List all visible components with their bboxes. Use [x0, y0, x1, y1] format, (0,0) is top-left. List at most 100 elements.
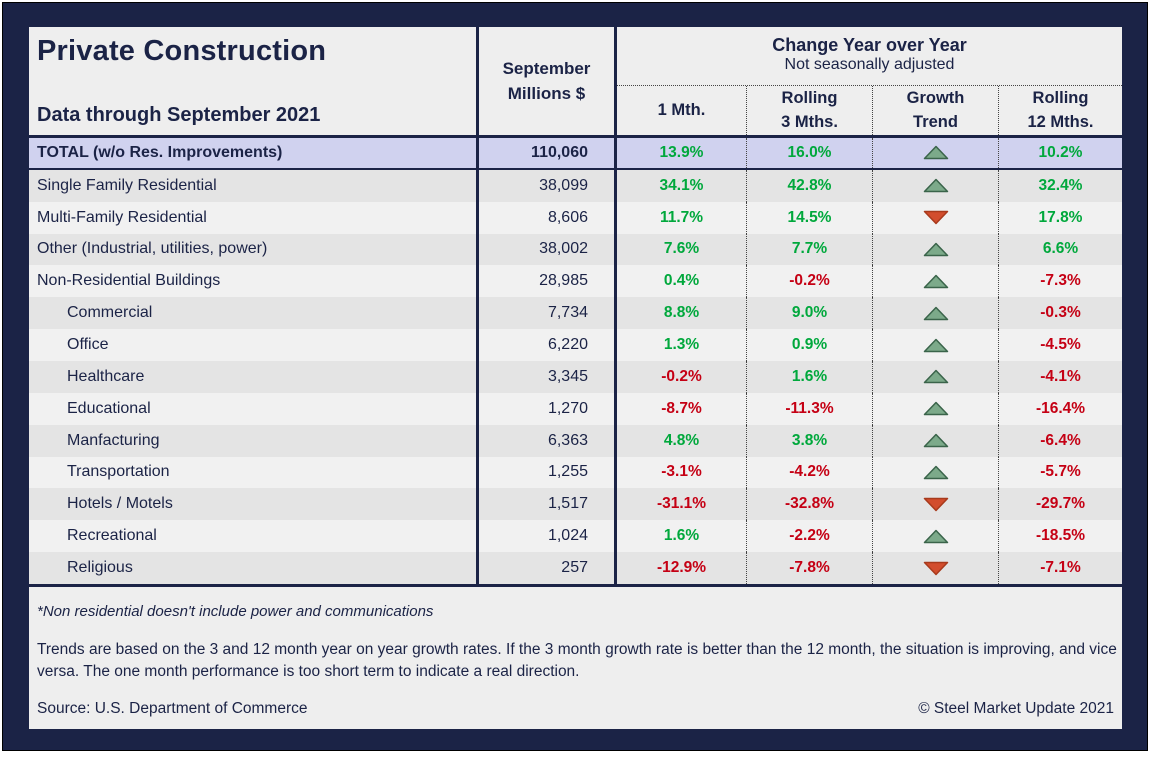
- row-value: 1,270: [479, 392, 617, 425]
- row-label: Manfacturing: [29, 424, 479, 457]
- pct-rolling-3mths: -0.2%: [747, 265, 873, 298]
- pct-rolling-12mths: -16.4%: [1035, 399, 1086, 417]
- change-yoy-subtitle: Not seasonally adjusted: [784, 56, 955, 73]
- pct-1mth: 7.6%: [617, 233, 747, 266]
- row-label: Office: [29, 329, 479, 361]
- change-yoy-title: Change Year over Year: [772, 35, 967, 55]
- report-card: Private Construction Data through Septem…: [29, 27, 1122, 729]
- pct-rolling-3mths: -7.8%: [747, 552, 873, 584]
- pct-rolling-3mths: -11.3%: [747, 392, 873, 425]
- row-value: 1,255: [479, 456, 617, 489]
- table-row: Multi-Family Residential 8,606 11.7% 14.…: [29, 201, 1122, 234]
- pct-1mth: 11.7%: [617, 201, 747, 234]
- table-row: Religious 257 -12.9% -7.8% -7.1%: [29, 552, 1122, 584]
- pct-rolling-12mths: -0.3%: [1040, 304, 1081, 322]
- row-label: Religious: [29, 552, 479, 584]
- pct-rolling-12mths: 17.8%: [1038, 208, 1083, 226]
- table-row: Manfacturing 6,363 4.8% 3.8% -6.4%: [29, 424, 1122, 457]
- growth-trend-cell: [873, 329, 999, 361]
- row-value: 1,024: [479, 520, 617, 553]
- row-label: Non-Residential Buildings: [29, 265, 479, 298]
- growth-trend-cell: [873, 201, 999, 234]
- row-label: TOTAL (w/o Res. Improvements): [29, 138, 479, 168]
- growth-trend-cell: [873, 520, 999, 553]
- pct-1mth: 1.3%: [617, 329, 747, 361]
- row-label: Recreational: [29, 520, 479, 553]
- pct-rolling-3mths: 9.0%: [747, 297, 873, 330]
- pct-rolling-12mths: 6.6%: [1042, 240, 1079, 258]
- pct-1mth: 1.6%: [617, 520, 747, 553]
- row-label: Transportation: [29, 456, 479, 489]
- source-row: Source: U.S. Department of Commerce © St…: [37, 700, 1114, 718]
- table-row: Recreational 1,024 1.6% -2.2% -18.5%: [29, 520, 1122, 553]
- row-value: 6,363: [479, 424, 617, 457]
- pct-rolling-3mths: -32.8%: [747, 488, 873, 521]
- trend-up-icon: [923, 370, 948, 384]
- row-label: Healthcare: [29, 361, 479, 393]
- growth-trend-cell: [873, 233, 999, 266]
- column-header-growth-trend: Growth Trend: [873, 86, 999, 135]
- pct-1mth: 0.4%: [617, 265, 747, 298]
- table-row: Single Family Residential 38,099 34.1% 4…: [29, 169, 1122, 202]
- trend-up-icon: [923, 146, 948, 160]
- table-body: TOTAL (w/o Res. Improvements) 110,060 13…: [29, 138, 1122, 587]
- growth-trend-cell: [873, 488, 999, 521]
- pct-rolling-12mths: -18.5%: [1035, 527, 1086, 545]
- title-block: Private Construction Data through Septem…: [29, 27, 479, 135]
- pct-rolling-3mths: -4.2%: [747, 456, 873, 489]
- row-value: 28,985: [479, 265, 617, 298]
- pct-rolling-12mths: -7.1%: [1040, 559, 1081, 577]
- column-header-september-millions: September Millions $: [479, 27, 617, 135]
- source-label: Source: U.S. Department of Commerce: [37, 700, 308, 717]
- pct-1mth: -3.1%: [617, 456, 747, 489]
- growth-trend-cell: [873, 138, 999, 168]
- trend-up-icon: [923, 179, 948, 193]
- table-row: Educational 1,270 -8.7% -11.3% -16.4%: [29, 392, 1122, 425]
- growth-trend-cell: [873, 456, 999, 489]
- change-yoy-header-group: Change Year over Year Not seasonally adj…: [617, 27, 1122, 135]
- row-value: 257: [479, 552, 617, 584]
- row-label: Commercial: [29, 297, 479, 330]
- trend-up-icon: [923, 465, 948, 480]
- growth-trend-cell: [873, 297, 999, 330]
- pct-rolling-12mths: 32.4%: [1038, 176, 1083, 194]
- trend-up-icon: [923, 242, 948, 257]
- pct-1mth: -8.7%: [617, 392, 747, 425]
- pct-rolling-12mths: -6.4%: [1040, 431, 1081, 449]
- table-row: Transportation 1,255 -3.1% -4.2% -5.7%: [29, 456, 1122, 489]
- table-row: Healthcare 3,345 -0.2% 1.6% -4.1%: [29, 361, 1122, 393]
- table-row: Hotels / Motels 1,517 -31.1% -32.8% -29.…: [29, 488, 1122, 521]
- column-header-1mth: 1 Mth.: [617, 86, 747, 135]
- row-value: 38,002: [479, 233, 617, 266]
- column-header-rolling-3mths: Rolling 3 Mths.: [747, 86, 873, 135]
- trends-explanation: Trends are based on the 3 and 12 month y…: [37, 641, 1117, 680]
- row-label: Educational: [29, 392, 479, 425]
- row-value: 1,517: [479, 488, 617, 521]
- trend-up-icon: [923, 274, 948, 289]
- row-value: 6,220: [479, 329, 617, 361]
- growth-trend-cell: [873, 361, 999, 393]
- pct-rolling-12mths: -7.3%: [1040, 272, 1081, 290]
- copyright-label: © Steel Market Update 2021: [918, 700, 1114, 717]
- page-title: Private Construction: [37, 35, 327, 67]
- table-header: Private Construction Data through Septem…: [29, 27, 1122, 138]
- row-value: 3,345: [479, 361, 617, 393]
- pct-rolling-3mths: 3.8%: [747, 424, 873, 457]
- growth-trend-cell: [873, 392, 999, 425]
- trend-up-icon: [923, 338, 948, 352]
- row-label: Other (Industrial, utilities, power): [29, 233, 479, 266]
- trend-up-icon: [923, 402, 948, 416]
- growth-trend-cell: [873, 265, 999, 298]
- pct-rolling-3mths: 42.8%: [747, 169, 873, 202]
- non-residential-footnote: *Non residential doesn't include power a…: [37, 603, 434, 620]
- table-footer: *Non residential doesn't include power a…: [29, 587, 1122, 726]
- pct-rolling-12mths: -5.7%: [1040, 463, 1081, 481]
- pct-rolling-12mths: -4.5%: [1040, 336, 1081, 354]
- pct-rolling-3mths: 14.5%: [747, 201, 873, 234]
- pct-rolling-3mths: 1.6%: [747, 361, 873, 393]
- column-header-rolling-12mths: Rolling 12 Mths.: [1027, 88, 1094, 131]
- change-yoy-header: Change Year over Year Not seasonally adj…: [617, 27, 1122, 86]
- pct-rolling-3mths: 16.0%: [747, 138, 873, 168]
